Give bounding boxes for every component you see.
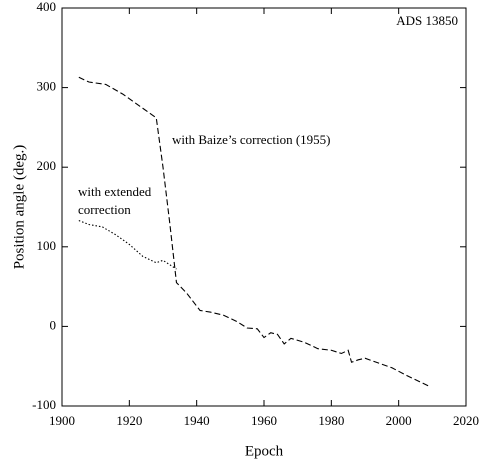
x-axis-label: Epoch	[245, 443, 284, 459]
x-tick-label: 1980	[318, 413, 344, 428]
y-tick-label: 300	[37, 79, 57, 94]
x-tick-label: 1940	[184, 413, 210, 428]
annotation: with Baize’s correction (1955)	[172, 132, 330, 147]
data-line	[78, 220, 177, 270]
y-tick-label: 200	[37, 158, 57, 173]
y-tick-label: 0	[50, 317, 57, 332]
x-tick-label: 1900	[49, 413, 75, 428]
annotation: correction	[78, 202, 131, 217]
annotation: ADS 13850	[396, 13, 458, 28]
x-tick-label: 1960	[251, 413, 277, 428]
y-axis-label: Position angle (deg.)	[11, 145, 27, 270]
y-tick-label: -100	[32, 397, 56, 412]
y-tick-label: 100	[37, 238, 57, 253]
y-tick-label: 400	[37, 0, 57, 14]
x-tick-label: 2000	[386, 413, 412, 428]
data-line	[78, 76, 430, 387]
x-tick-label: 1920	[116, 413, 142, 428]
x-tick-label: 2020	[453, 413, 479, 428]
annotation: with extended	[78, 184, 152, 199]
